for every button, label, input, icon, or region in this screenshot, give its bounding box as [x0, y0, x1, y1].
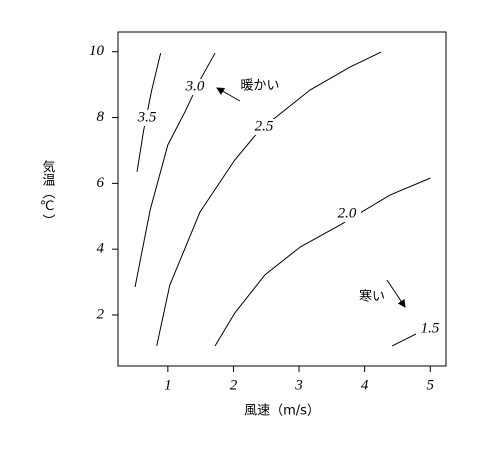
y-tick-label: 2 — [97, 306, 105, 322]
x-tick-label: 1 — [164, 377, 172, 393]
x-tick-label: 3 — [294, 377, 303, 393]
contour-line — [214, 177, 431, 347]
y-tick-label: 4 — [97, 241, 105, 257]
contour-label: 2.5 — [255, 118, 274, 134]
label-bg — [416, 321, 444, 337]
x-tick-label: 5 — [427, 377, 435, 393]
y-tick-label: 10 — [89, 43, 105, 59]
contour-label: 2.0 — [338, 205, 357, 221]
y-axis-label: 気温（℃） — [40, 159, 56, 227]
y-tick-label: 8 — [97, 109, 105, 125]
contour-label: 3.0 — [185, 78, 205, 94]
label-bg — [250, 119, 278, 135]
contour-label: 3.5 — [137, 109, 157, 125]
y-tick-label: 6 — [97, 175, 105, 191]
contour-label: 1.5 — [421, 320, 440, 336]
annotation: 寒い — [359, 289, 385, 305]
arrow — [386, 279, 406, 308]
contour-line — [156, 51, 382, 347]
label-bg — [181, 79, 209, 95]
x-axis-label: 風速（m/s） — [244, 404, 320, 419]
x-tick-label: 4 — [361, 377, 369, 393]
label-bg — [333, 206, 361, 222]
x-tick-label: 2 — [230, 377, 238, 393]
arrow — [216, 87, 241, 102]
label-bg — [133, 110, 161, 126]
contour-line — [134, 52, 216, 288]
plot-frame — [117, 31, 447, 367]
annotation: 暖かい — [240, 79, 279, 94]
